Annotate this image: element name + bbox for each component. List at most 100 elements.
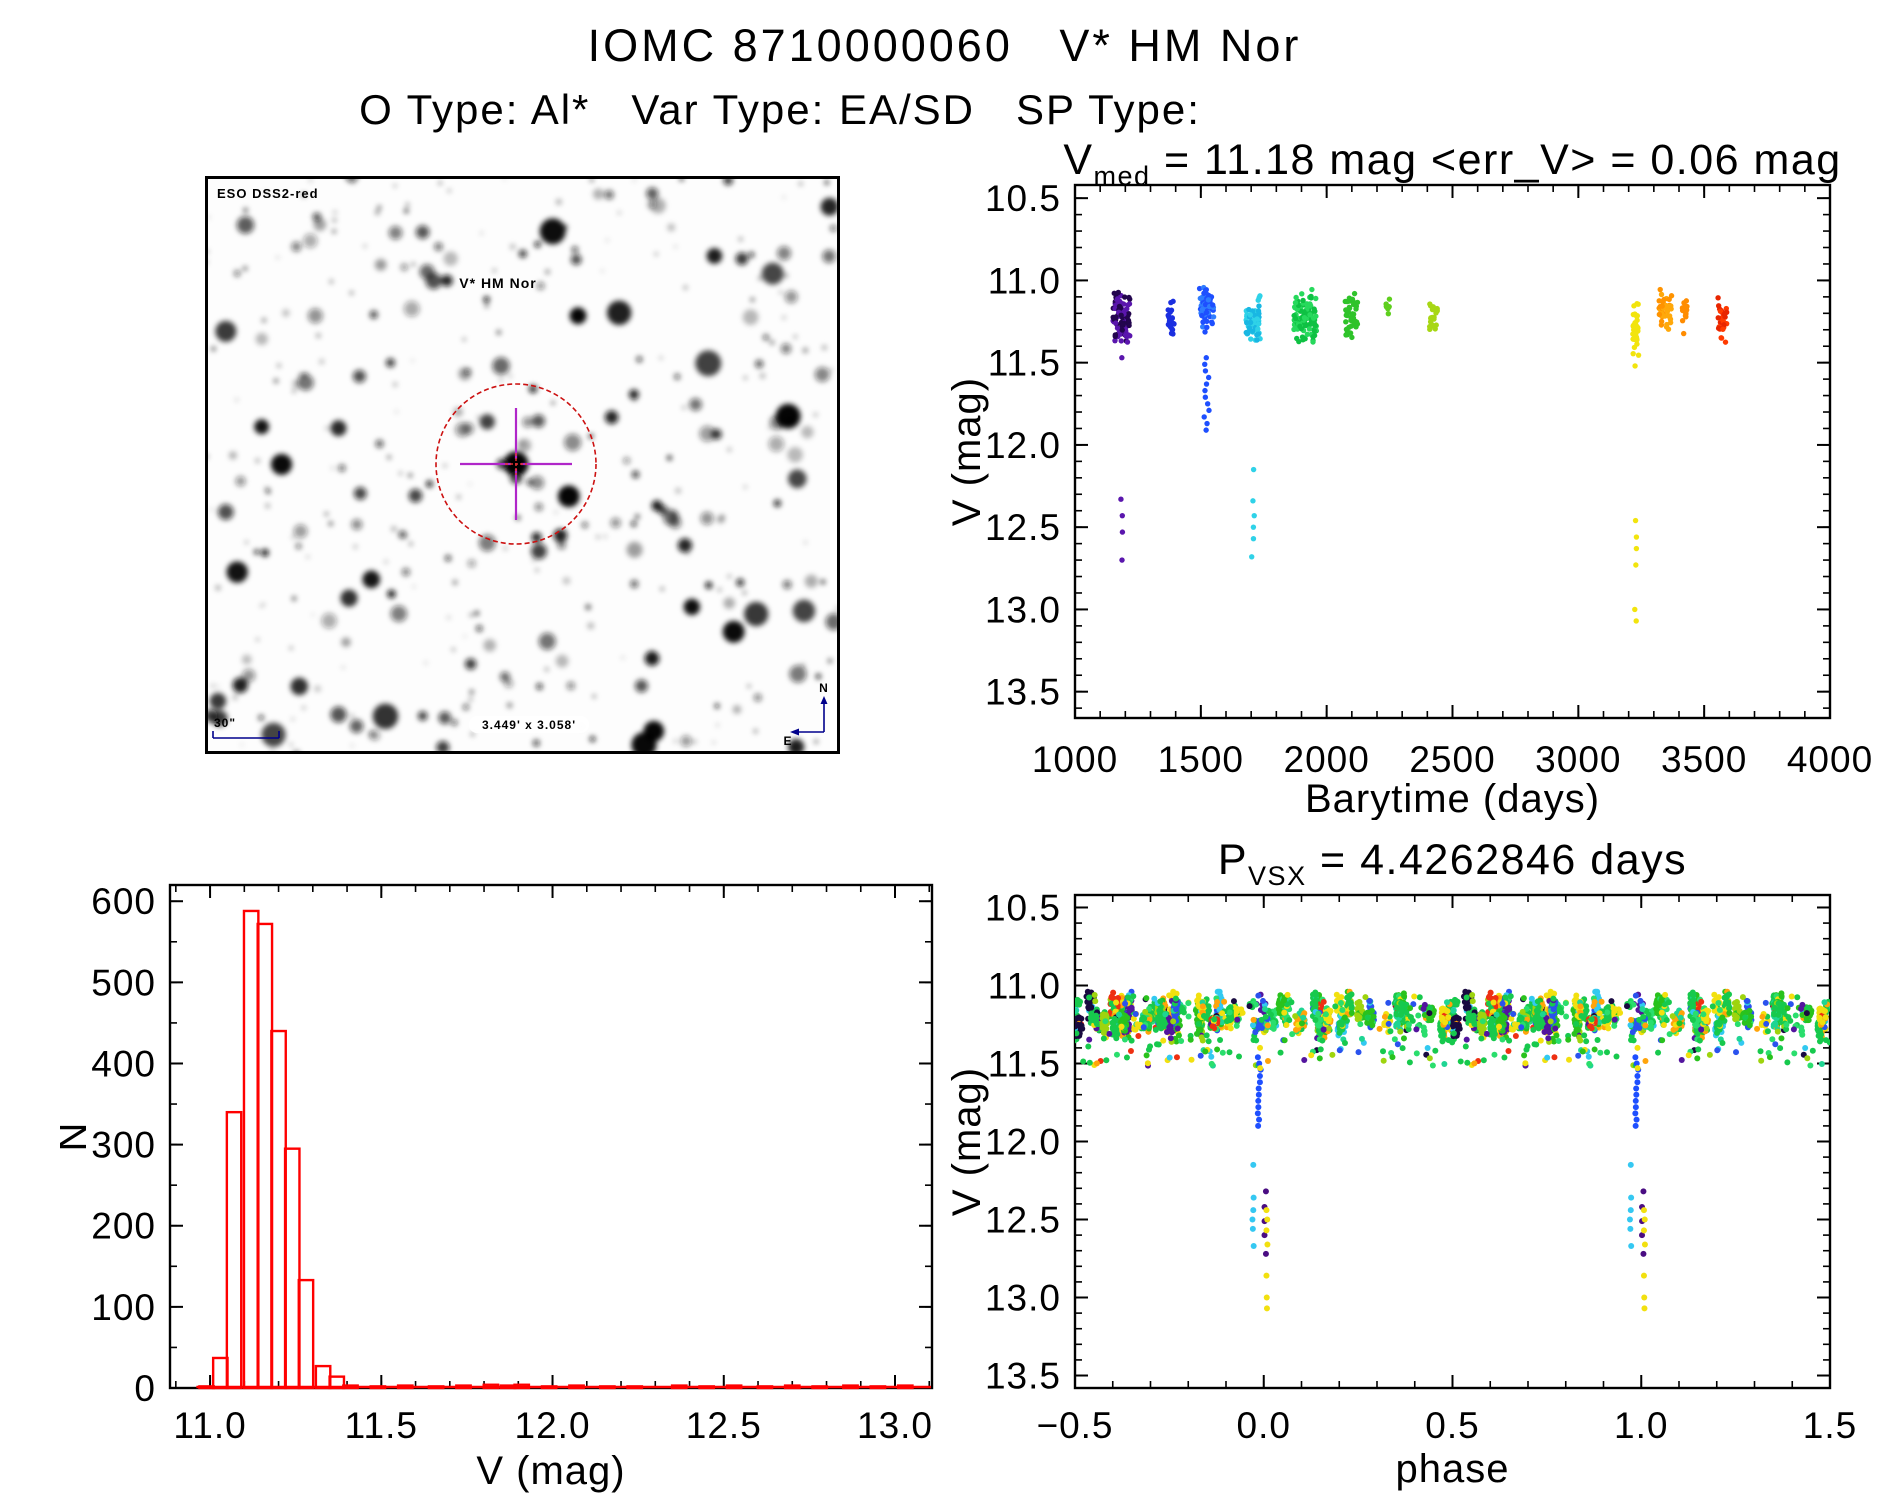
- magnitude-histogram-plot: 11.0 11.5 12.0 12.5 13.0 0 100 200 300 400 500 600 V…: [60, 881, 934, 1493]
- histogram-bar: [225, 1110, 243, 1390]
- histogram-bars: [196, 909, 931, 1390]
- histogram-bar: [540, 1385, 558, 1390]
- histogram-bar: [198, 1385, 216, 1390]
- histogram-bar: [725, 1384, 743, 1390]
- svg-text:400: 400: [91, 1043, 156, 1084]
- svg-text:11.0: 11.0: [988, 965, 1061, 1006]
- x-axis-label: V (mag): [476, 1449, 625, 1493]
- histogram-bar: [328, 1375, 346, 1390]
- histogram-bar: [598, 1385, 616, 1390]
- svg-text:0: 0: [134, 1368, 156, 1409]
- axes: [1073, 893, 1832, 1390]
- target-name-label: V* HM Nor: [459, 275, 536, 291]
- svg-text:1000: 1000: [1032, 739, 1118, 780]
- target-cross-marker: [460, 408, 572, 520]
- histogram-bar: [626, 1385, 644, 1390]
- star-field: [208, 179, 837, 751]
- svg-text:13.0: 13.0: [985, 589, 1061, 630]
- svg-text:12.0: 12.0: [985, 1122, 1061, 1163]
- svg-text:12.5: 12.5: [686, 1405, 762, 1446]
- histogram-bar: [482, 1383, 500, 1390]
- histogram-bar: [842, 1384, 859, 1390]
- svg-text:12.5: 12.5: [985, 1200, 1061, 1241]
- histogram-bar: [314, 1364, 332, 1390]
- histogram-bar: [211, 1356, 229, 1390]
- axis-labels: 1000 1500 2000 2500 3000 3500 4000 10.5 11.0 11.5…: [945, 178, 1873, 820]
- histogram-bar: [698, 1385, 716, 1390]
- axis-labels: 11.0 11.5 12.0 12.5 13.0 0 100 200 300 400 500 600 V…: [60, 881, 933, 1493]
- svg-text:13.0: 13.0: [857, 1405, 933, 1446]
- histogram-bar: [256, 922, 274, 1390]
- phase-folded-plot: −0.5 0.0 0.5 1.0 1.5 10.5 11.0 11.5 12.0 12.5 13.0…: [945, 836, 1857, 1491]
- svg-text:100: 100: [91, 1287, 156, 1328]
- svg-text:10.5: 10.5: [985, 178, 1061, 219]
- scale-bar: [212, 731, 280, 739]
- axes: [1073, 183, 1832, 720]
- center-mark: [505, 453, 527, 475]
- svg-text:13.0: 13.0: [985, 1278, 1061, 1319]
- histogram-bar: [369, 1385, 387, 1390]
- histogram-bar: [513, 1383, 531, 1390]
- target-circle-marker: [435, 383, 597, 545]
- histogram-bar: [427, 1385, 445, 1390]
- svg-text:1500: 1500: [1158, 739, 1244, 780]
- svg-text:3000: 3000: [1535, 739, 1621, 780]
- svg-text:1.0: 1.0: [1614, 1405, 1668, 1446]
- svg-text:0.5: 0.5: [1425, 1405, 1479, 1446]
- svg-text:13.5: 13.5: [985, 1356, 1061, 1397]
- histogram-bar: [756, 1385, 774, 1390]
- histogram-bar: [869, 1385, 887, 1390]
- fov-label: 3.449' x 3.058': [482, 718, 576, 732]
- svg-text:11.0: 11.0: [988, 260, 1061, 301]
- histogram-bar: [811, 1385, 829, 1390]
- histogram-bar: [242, 909, 260, 1390]
- svg-text:600: 600: [91, 881, 156, 922]
- svg-text:2000: 2000: [1284, 739, 1370, 780]
- svg-text:3500: 3500: [1661, 739, 1747, 780]
- svg-text:−0.5: −0.5: [1036, 1405, 1113, 1446]
- x-axis-label: Barytime (days): [1305, 777, 1600, 820]
- svg-text:300: 300: [91, 1125, 156, 1166]
- histogram-bar: [342, 1384, 359, 1390]
- svg-text:11.5: 11.5: [345, 1405, 418, 1446]
- compass-east-label: E: [783, 734, 792, 748]
- svg-text:2500: 2500: [1409, 739, 1495, 780]
- data-points: [1075, 988, 1830, 1312]
- svg-text:11.5: 11.5: [988, 343, 1061, 384]
- svg-text:11.5: 11.5: [988, 1043, 1061, 1084]
- histogram-bar: [283, 1147, 301, 1390]
- histogram-bar: [670, 1384, 688, 1390]
- survey-label: ESO DSS2-red: [217, 186, 319, 201]
- svg-text:13.5: 13.5: [985, 672, 1061, 713]
- svg-text:4000: 4000: [1787, 739, 1873, 780]
- svg-text:1.5: 1.5: [1803, 1405, 1857, 1446]
- histogram-bar: [297, 1278, 315, 1390]
- compass-north-label: N: [819, 681, 829, 695]
- x-axis-label: phase: [1396, 1447, 1510, 1491]
- finding-chart-image: V* HM Nor ESO DSS2-red 30" 3.449' x 3.058' N…: [205, 176, 840, 754]
- svg-text:12.0: 12.0: [515, 1405, 591, 1446]
- histogram-bar: [396, 1384, 414, 1390]
- svg-text:0.0: 0.0: [1237, 1405, 1291, 1446]
- plot-title: PVSX = 4.4262846 days: [1218, 836, 1687, 891]
- histogram-bar: [568, 1384, 585, 1390]
- figure-title: IOMC 8710000060 V* HM Nor: [587, 20, 1302, 71]
- image-frame: [205, 176, 840, 754]
- y-axis-label: V (mag): [945, 377, 989, 526]
- y-axis-label: N: [60, 1122, 95, 1152]
- scale-label: 30": [214, 716, 236, 730]
- svg-text:500: 500: [91, 962, 156, 1003]
- data-points: [1110, 284, 1730, 624]
- histogram-bar: [783, 1384, 801, 1390]
- histogram-bar: [455, 1384, 472, 1390]
- svg-text:10.5: 10.5: [985, 887, 1061, 928]
- histogram-bar: [896, 1384, 914, 1390]
- plot-title: Vmed = 11.18 mag <err_V> = 0.06 mag: [1063, 136, 1841, 191]
- compass: [790, 696, 828, 736]
- svg-text:12.5: 12.5: [985, 507, 1061, 548]
- figure-subtitle: O Type: Al* Var Type: EA/SD SP Type:: [359, 86, 1201, 133]
- svg-text:11.0: 11.0: [173, 1405, 246, 1446]
- chart-annotations: V* HM Nor ESO DSS2-red 30" 3.449' x 3.058' N…: [212, 186, 829, 748]
- axis-labels: −0.5 0.0 0.5 1.0 1.5 10.5 11.0 11.5 12.0 12.5 13.0…: [945, 887, 1857, 1491]
